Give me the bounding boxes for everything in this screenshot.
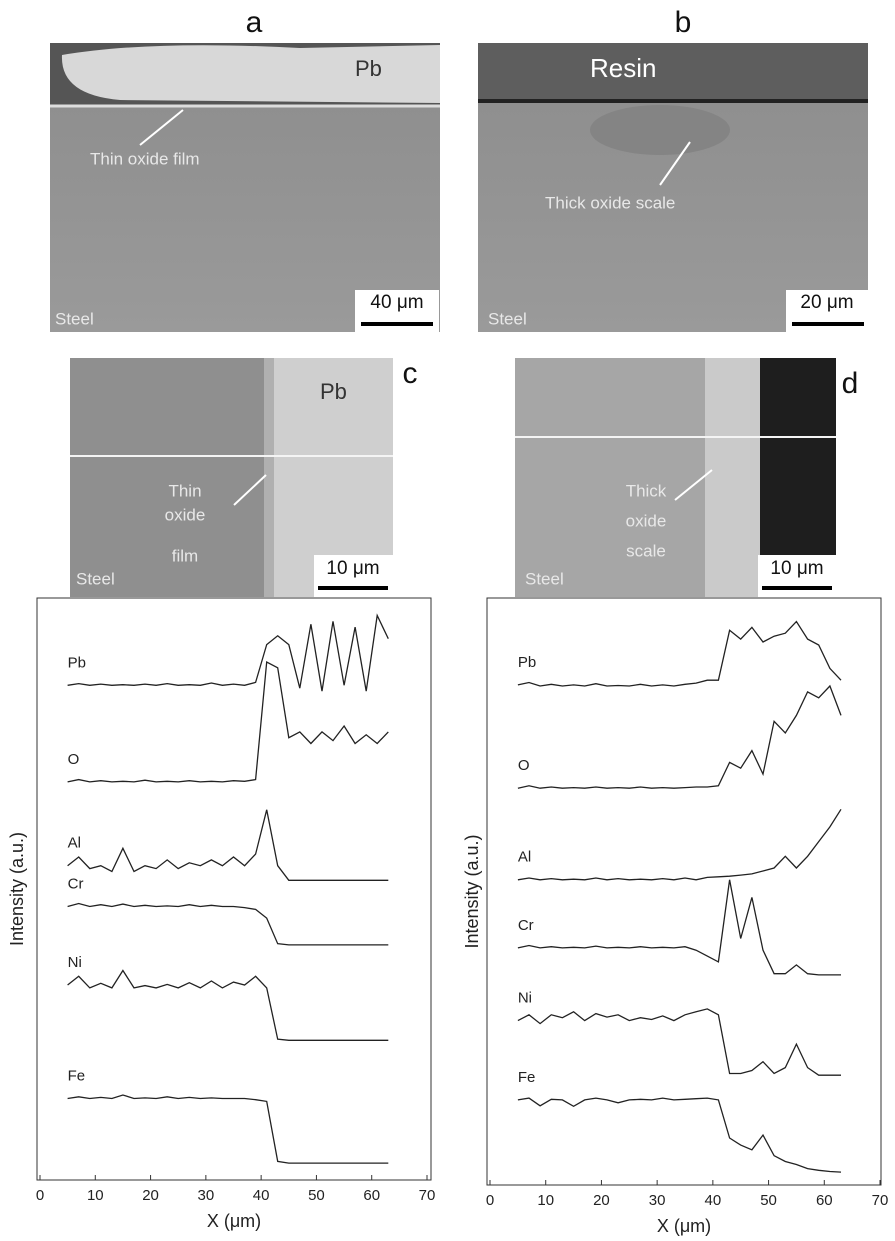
- base-label: Steel: [488, 309, 527, 328]
- scale-bar: [762, 586, 832, 590]
- base-label: Steel: [525, 569, 564, 588]
- profile-line: [517, 1097, 842, 1173]
- annotation: oxide: [626, 511, 667, 530]
- x-tick-label: 20: [142, 1187, 159, 1204]
- profile-line: [67, 1094, 389, 1164]
- scale-bar: [792, 322, 864, 326]
- x-tick-label: 10: [537, 1192, 554, 1209]
- profile-line: [67, 809, 389, 881]
- annotation: Thin oxide film: [90, 149, 200, 168]
- series-label: Pb: [518, 654, 536, 671]
- x-axis-label: X (μm): [207, 1211, 261, 1231]
- profile-line: [517, 684, 842, 789]
- plot-frame: [486, 597, 882, 1186]
- profile-line: [67, 902, 389, 946]
- x-tick-label: 40: [705, 1192, 722, 1209]
- annotation: Thick: [626, 481, 667, 500]
- arrow: [233, 474, 267, 506]
- scale-label: 10 μm: [326, 558, 379, 579]
- profile-line: [67, 660, 389, 783]
- panel-letter: b: [675, 6, 692, 39]
- oxide-scale: [590, 105, 730, 155]
- series-label: Cr: [68, 875, 84, 892]
- x-tick-label: 50: [760, 1192, 777, 1209]
- material-label: Pb: [320, 379, 347, 404]
- x-tick-label: 0: [486, 1192, 494, 1209]
- series-label: Ni: [518, 990, 532, 1007]
- annotation: Thick oxide scale: [545, 193, 675, 212]
- base-label: Steel: [55, 309, 94, 328]
- scale-label: 20 μm: [800, 292, 853, 313]
- x-tick-label: 0: [36, 1187, 44, 1204]
- series-label: O: [518, 757, 530, 774]
- plot-frame: [36, 597, 432, 1181]
- arrow: [674, 469, 713, 501]
- series-label: Ni: [68, 954, 82, 971]
- annotation: Thin: [168, 481, 201, 500]
- pb-region: [61, 45, 440, 103]
- arrow: [139, 109, 184, 146]
- panel-letter: a: [246, 6, 263, 39]
- series-label: Fe: [68, 1067, 86, 1084]
- panel-c: c Pb Thin oxide film Steel 10 μm: [70, 357, 418, 597]
- base-label: Steel: [76, 569, 115, 588]
- x-tick-label: 60: [363, 1187, 380, 1204]
- profile-line: [517, 1008, 841, 1076]
- x-tick-label: 40: [253, 1187, 270, 1204]
- profile-line: [517, 808, 842, 881]
- annotation: oxide: [165, 505, 206, 524]
- annotation: scale: [626, 541, 666, 560]
- scale-label: 40 μm: [370, 292, 423, 313]
- x-tick-label: 10: [87, 1187, 104, 1204]
- y-axis-label: Intensity (a.u.): [462, 834, 482, 948]
- x-tick-label: 60: [816, 1192, 833, 1209]
- panel-letter: c: [403, 357, 418, 390]
- panel-a: a Pb Thin oxide film Steel 40 μm: [50, 6, 440, 332]
- series-label: Pb: [68, 654, 86, 671]
- oxide-film: [264, 358, 274, 597]
- x-tick-label: 30: [649, 1192, 666, 1209]
- panel-letter: d: [842, 367, 859, 400]
- series-label: Al: [518, 849, 531, 866]
- x-axis-label: X (μm): [657, 1216, 711, 1236]
- series-label: Cr: [518, 917, 534, 934]
- x-tick-label: 70: [872, 1192, 889, 1209]
- series-label: Fe: [518, 1069, 536, 1086]
- x-tick-label: 70: [419, 1187, 436, 1204]
- y-axis-label: Intensity (a.u.): [7, 832, 27, 946]
- material-label: Pb: [355, 56, 382, 81]
- series-label: Al: [68, 835, 81, 852]
- scale-bar: [318, 586, 388, 590]
- scale-label: 10 μm: [770, 558, 823, 579]
- profile-line: [517, 620, 842, 687]
- profile-line: [67, 969, 389, 1041]
- annotation: film: [172, 546, 198, 565]
- panel-b: b Resin Thick oxide scale Steel 20 μm: [478, 6, 868, 332]
- series-label: O: [68, 751, 80, 768]
- x-tick-label: 50: [308, 1187, 325, 1204]
- x-tick-label: 20: [593, 1192, 610, 1209]
- x-tick-label: 30: [198, 1187, 215, 1204]
- profile-line: [517, 879, 841, 976]
- panel-d: d Thick oxide scale Steel 10 μm: [515, 358, 858, 597]
- profile-line: [67, 613, 389, 692]
- oxide-scale: [705, 358, 760, 597]
- material-label: Resin: [590, 53, 656, 83]
- resin-layer: [478, 43, 868, 100]
- scale-bar: [361, 322, 433, 326]
- arrow: [659, 141, 691, 186]
